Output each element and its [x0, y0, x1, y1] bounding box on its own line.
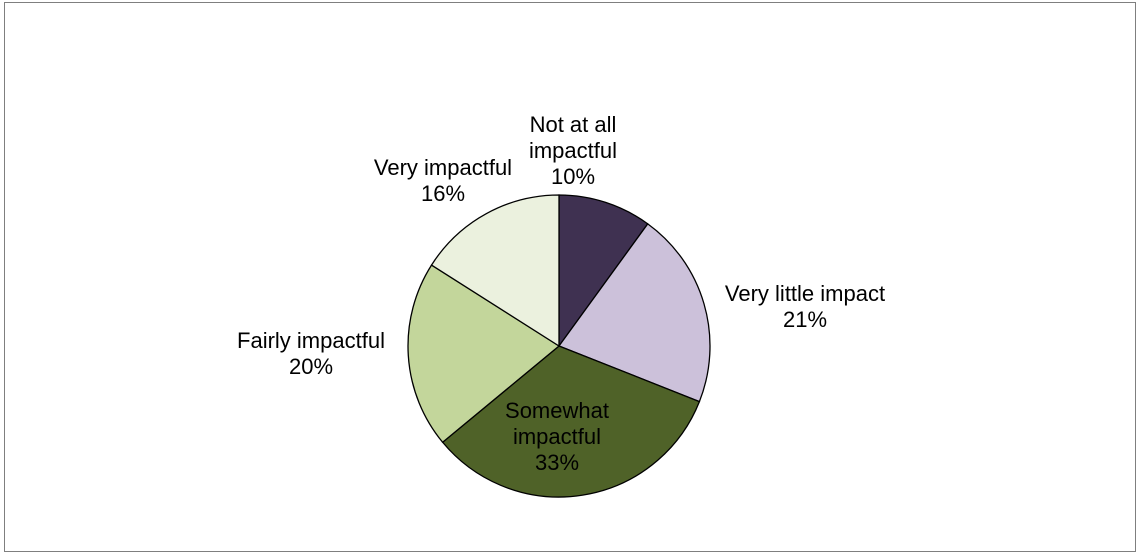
slice-category-label: Fairly impactful	[237, 328, 385, 353]
pie-slice-2	[557, 222, 711, 403]
slice-value-label: 20%	[289, 354, 333, 379]
slice-label-2: Very little impact 21%	[725, 281, 885, 332]
pie-slice-4	[407, 264, 561, 444]
slice-label-4: Fairly impactful 20%	[237, 328, 385, 379]
pie-slice-1	[558, 194, 649, 349]
slices-layer	[407, 194, 711, 498]
slice-category-label: impactful	[529, 138, 617, 163]
slice-category-label: Very impactful	[374, 155, 512, 180]
slice-category-label: Not at all	[530, 112, 617, 137]
slice-category-label: Somewhat	[505, 398, 609, 423]
labels-layer: Not at all impactful 10%Very little impact…	[237, 112, 885, 475]
slice-category-label: Very little impact	[725, 281, 885, 306]
pie-chart: Not at all impactful 10%Very little impact…	[237, 112, 885, 498]
slice-category-label: impactful	[513, 424, 601, 449]
pie-slice-5	[430, 194, 560, 348]
slice-value-label: 16%	[421, 181, 465, 206]
slice-label-1: Not at all impactful 10%	[529, 112, 617, 189]
slice-value-label: 10%	[551, 164, 595, 189]
slice-value-label: 33%	[535, 450, 579, 475]
pie-slice-3	[441, 345, 701, 498]
chart-area: Not at all impactful 10% Very little impact…	[4, 2, 1136, 552]
slice-label-5: Very impactful 16%	[374, 155, 512, 206]
slice-label-3: Somewhat impactful 33%	[505, 398, 609, 475]
slice-value-label: 21%	[783, 307, 827, 332]
